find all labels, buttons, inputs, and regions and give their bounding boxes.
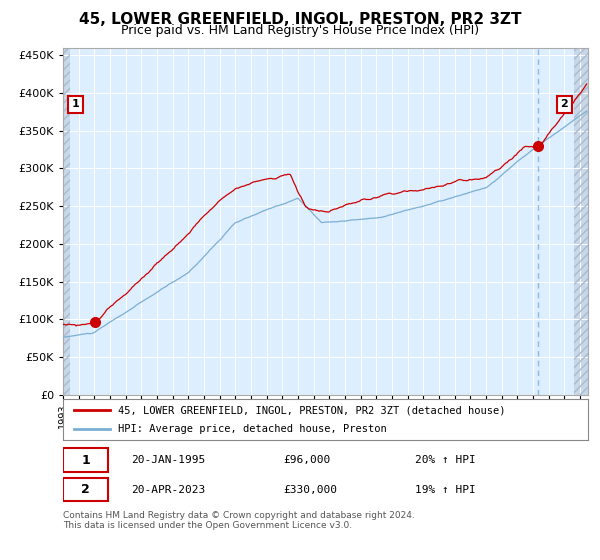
Text: 1: 1: [81, 454, 90, 466]
Text: 45, LOWER GREENFIELD, INGOL, PRESTON, PR2 3ZT: 45, LOWER GREENFIELD, INGOL, PRESTON, PR…: [79, 12, 521, 27]
Text: 2: 2: [81, 483, 90, 496]
Bar: [63, 48, 70, 395]
Text: £96,000: £96,000: [284, 455, 331, 465]
Bar: [574, 48, 588, 395]
Text: 20-APR-2023: 20-APR-2023: [131, 484, 205, 494]
Text: 2: 2: [560, 99, 568, 109]
Text: Price paid vs. HM Land Registry's House Price Index (HPI): Price paid vs. HM Land Registry's House …: [121, 24, 479, 36]
Text: 20% ↑ HPI: 20% ↑ HPI: [415, 455, 476, 465]
Text: 20-JAN-1995: 20-JAN-1995: [131, 455, 205, 465]
Text: £330,000: £330,000: [284, 484, 337, 494]
Text: 45, LOWER GREENFIELD, INGOL, PRESTON, PR2 3ZT (detached house): 45, LOWER GREENFIELD, INGOL, PRESTON, PR…: [118, 405, 506, 415]
Text: 1: 1: [71, 99, 79, 109]
Text: HPI: Average price, detached house, Preston: HPI: Average price, detached house, Pres…: [118, 424, 387, 433]
Text: Contains HM Land Registry data © Crown copyright and database right 2024.
This d: Contains HM Land Registry data © Crown c…: [63, 511, 415, 530]
Bar: [574, 48, 588, 395]
FancyBboxPatch shape: [63, 478, 107, 501]
FancyBboxPatch shape: [63, 449, 107, 472]
Bar: [63, 48, 70, 395]
Text: 19% ↑ HPI: 19% ↑ HPI: [415, 484, 476, 494]
